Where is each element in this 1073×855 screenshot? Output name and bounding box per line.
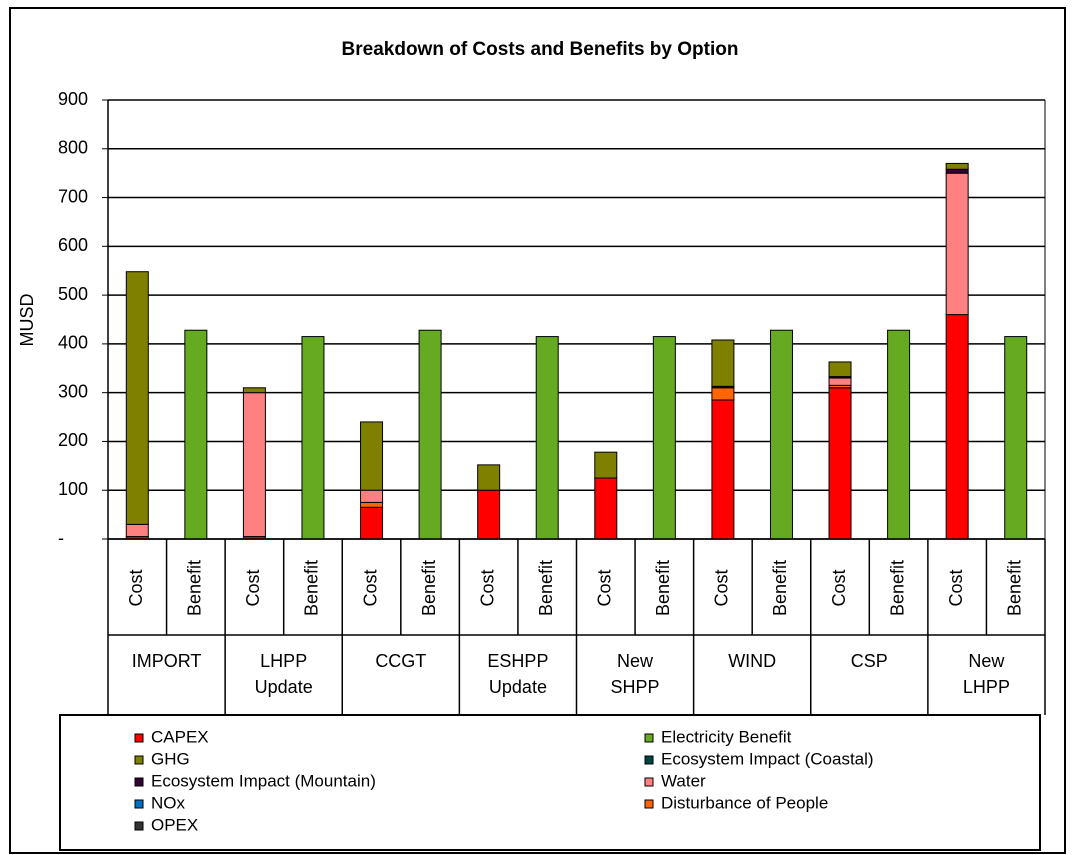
legend-label: CAPEX <box>151 727 209 746</box>
bar-segment <box>360 501 384 508</box>
bar-segment <box>828 377 852 386</box>
group-label: WIND <box>728 651 777 671</box>
x-tick-label: Cost <box>829 569 849 606</box>
bar-segment <box>828 361 852 378</box>
bar-segment <box>418 329 442 540</box>
bar-segment <box>652 336 676 540</box>
x-tick-label: Benefit <box>536 560 556 616</box>
legend-label: Ecosystem Impact (Mountain) <box>151 771 376 790</box>
x-tick-label: Cost <box>243 569 263 606</box>
bar-segment <box>360 489 384 503</box>
x-tick-label: Benefit <box>302 560 322 616</box>
group-label: ESHPP Update <box>487 651 549 697</box>
legend-swatch <box>134 777 144 787</box>
group-label: CCGT <box>375 651 427 671</box>
bar-segment <box>711 399 735 540</box>
y-tick-label: 100 <box>58 479 88 499</box>
bar-segment <box>184 329 208 540</box>
y-tick-label: 800 <box>58 138 88 158</box>
y-tick-label: 600 <box>58 235 88 255</box>
x-tick-label: Cost <box>946 569 966 606</box>
group-label: CSP <box>850 651 888 671</box>
bar-segment <box>711 387 735 401</box>
bar-segment <box>594 451 618 479</box>
x-tick-label: Benefit <box>887 560 907 616</box>
group-label: IMPORT <box>131 651 202 671</box>
x-tick-label: Cost <box>126 569 146 606</box>
legend-label: Electricity Benefit <box>661 727 792 746</box>
legend-label: Water <box>661 771 706 790</box>
x-tick-label: Cost <box>360 569 380 606</box>
legend-swatch <box>134 755 144 765</box>
y-tick-label: 200 <box>58 430 88 450</box>
y-tick-label: 500 <box>58 284 88 304</box>
y-tick-label: 400 <box>58 333 88 353</box>
chart-title: Breakdown of Costs and Benefits by Optio… <box>342 39 739 60</box>
y-tick-label: - <box>58 528 64 548</box>
x-tick-label: Cost <box>595 569 615 606</box>
y-tick-label: 700 <box>58 186 88 206</box>
bar-segment <box>125 523 149 538</box>
x-tick-label: Cost <box>477 569 497 606</box>
bar-segment <box>360 506 384 540</box>
x-tick-label: Benefit <box>1004 560 1024 616</box>
x-tick-label: Benefit <box>653 560 673 616</box>
bar-segment <box>945 162 969 170</box>
legend-swatch <box>134 733 144 743</box>
bar-segment <box>769 329 793 540</box>
bar-segment <box>945 168 969 174</box>
bar-segment <box>945 314 969 540</box>
bar-segment <box>242 387 266 394</box>
bar-segment <box>242 392 266 538</box>
legend-label: OPEX <box>151 815 198 834</box>
group-label: New LHPP <box>962 651 1010 697</box>
bar-segment <box>360 421 384 491</box>
bar-segment <box>828 387 852 540</box>
x-tick-label: Benefit <box>419 560 439 616</box>
bar-segment <box>477 489 501 540</box>
bar-segment <box>125 271 149 525</box>
bar-segment <box>594 477 618 540</box>
legend-label: NOx <box>151 793 186 812</box>
legend-swatch <box>134 799 144 809</box>
y-tick-label: 300 <box>58 381 88 401</box>
legend-swatch <box>644 755 654 765</box>
legend-swatch <box>134 821 144 831</box>
group-label: LHPP Update <box>254 651 313 697</box>
legend-box <box>59 714 1041 851</box>
x-tick-label: Benefit <box>185 560 205 616</box>
legend-label: Ecosystem Impact (Coastal) <box>661 749 874 768</box>
legend-label: GHG <box>151 749 190 768</box>
bar-segment <box>945 172 969 316</box>
y-tick-label: 900 <box>58 89 88 109</box>
y-axis-label: MUSD <box>17 294 37 347</box>
legend-swatch <box>644 777 654 787</box>
bar-segment <box>711 339 735 387</box>
bar-segment <box>887 329 911 540</box>
x-tick-label: Benefit <box>770 560 790 616</box>
x-tick-label: Cost <box>712 569 732 606</box>
group-label: New SHPP <box>610 651 660 697</box>
legend-swatch <box>644 733 654 743</box>
bar-segment <box>535 336 559 540</box>
bar-segment <box>477 464 501 491</box>
bar-segment <box>1004 336 1028 540</box>
legend-label: Disturbance of People <box>661 793 828 812</box>
bar-segment <box>301 336 325 540</box>
legend-swatch <box>644 799 654 809</box>
